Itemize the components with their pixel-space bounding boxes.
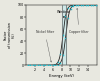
Text: Copper filter: Copper filter: [69, 8, 89, 34]
Text: Window: Window: [57, 10, 70, 18]
Text: Nickel filter: Nickel filter: [36, 30, 54, 62]
Y-axis label: Factor
of transmission
(%): Factor of transmission (%): [4, 22, 16, 48]
Bar: [62, 5, 66, 65]
X-axis label: Energy (keV): Energy (keV): [49, 74, 74, 78]
